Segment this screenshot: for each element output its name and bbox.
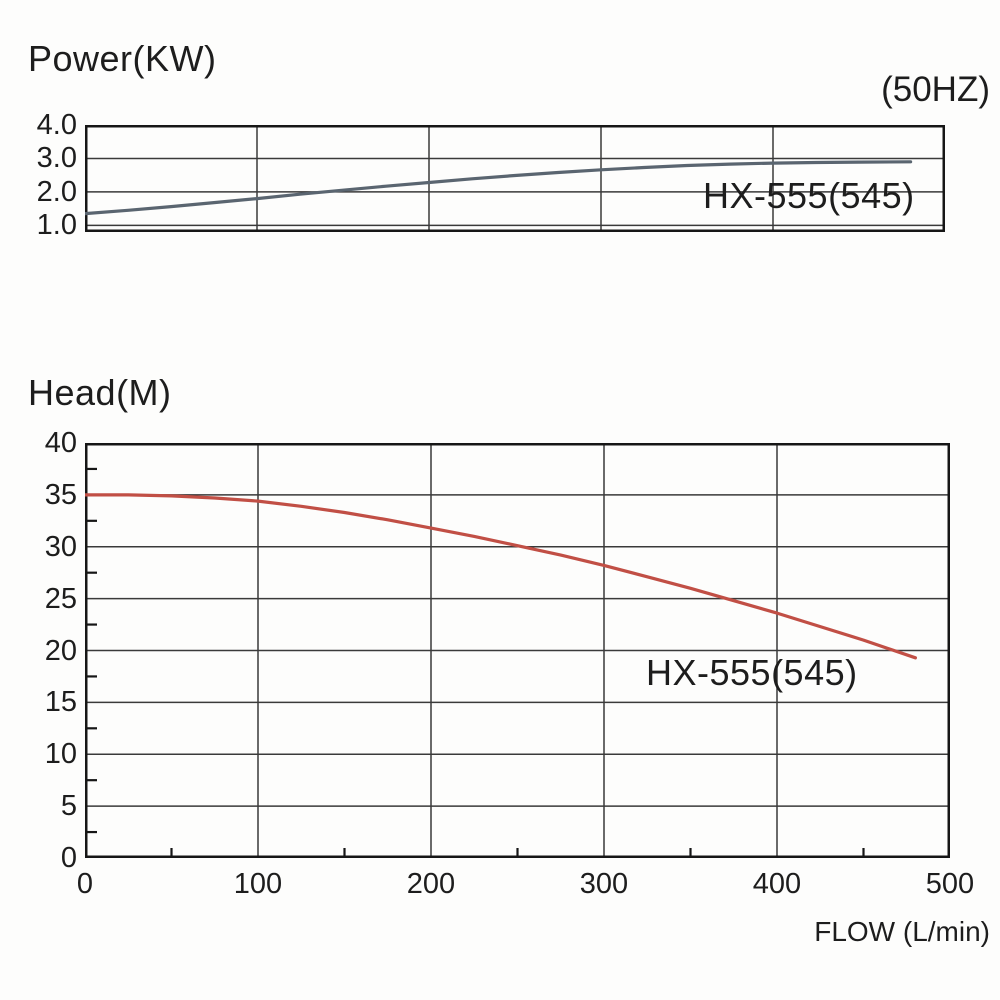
power-ytick-label: 4.0 [36,109,77,141]
flow-axis-label: FLOW (L/min) [814,916,990,947]
head-ytick-label: 0 [60,842,77,874]
head-chart-canvas [85,443,950,858]
power-ytick-label: 3.0 [36,142,77,175]
head-xtick-label: 400 [752,868,802,900]
power-ytick-label: 2.0 [36,175,77,208]
power-curve [85,160,913,216]
power-chart-canvas [85,125,945,232]
power-curve-model-annotation: HX-555(545) [703,175,915,216]
head-ytick-label: 25 [44,582,77,615]
head-chart-title: Head(M) [28,372,172,413]
head-ytick-label: 15 [44,686,77,719]
head-ytick-label: 10 [44,738,77,771]
head-curve-model-annotation: HX-555(545) [646,652,858,693]
head-ytick-label: 30 [44,530,77,563]
head-ytick-label: 35 [44,478,77,511]
head-curve [85,493,917,660]
power-chart-title: Power(KW) [28,38,217,79]
head-ytick-label: 40 [44,427,77,459]
head-ytick-label: 5 [60,790,77,823]
head-xtick-label: 200 [406,868,456,900]
power-ytick-label: 1.0 [36,209,77,242]
head-xtick-label: 100 [233,868,283,900]
head-ytick-label: 20 [44,634,77,667]
power-chart-plot-area [85,125,945,232]
head-chart-plot-area [85,443,950,858]
head-xtick-label: 0 [76,868,94,900]
head-xtick-label: 300 [579,868,629,900]
head-xtick-label: 500 [925,868,975,900]
frequency-label: (50HZ) [881,70,990,109]
